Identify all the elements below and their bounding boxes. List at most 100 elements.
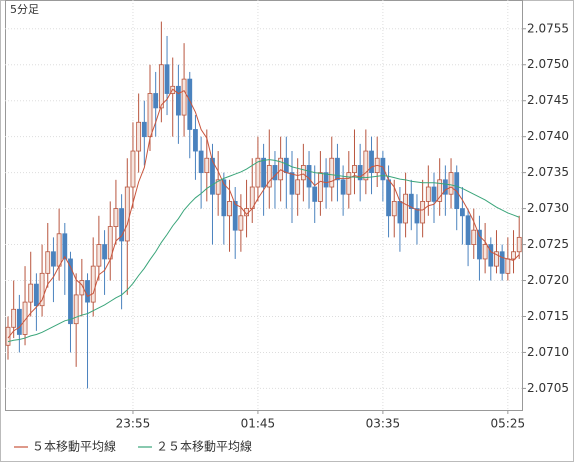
candle-body (56, 233, 62, 267)
candle-body (306, 165, 312, 188)
candle-body (136, 121, 142, 152)
candle-body (420, 201, 426, 224)
candle-body (300, 165, 306, 181)
y-tick-label: 2.0705 (527, 381, 569, 395)
candle-body (255, 157, 261, 188)
candle-body (442, 179, 448, 195)
candle-body (448, 172, 454, 195)
candle-body (425, 186, 431, 202)
candle-body (181, 78, 187, 116)
candle-body (68, 258, 73, 325)
candle-body (369, 150, 374, 174)
candle-body (346, 172, 352, 195)
candle-body (79, 280, 85, 296)
candle-body (283, 157, 289, 174)
candle-body (459, 208, 465, 217)
x-tick-label: 05:25 (491, 417, 526, 431)
y-tick-label: 2.0755 (527, 21, 569, 35)
candle-body (505, 258, 511, 274)
x-tick-label: 03:35 (366, 417, 401, 431)
candle-body (45, 251, 51, 274)
candle-body (335, 157, 340, 181)
candle-body (516, 236, 522, 253)
x-tick-label: 01:45 (241, 417, 276, 431)
candle-body (175, 85, 181, 116)
candle-body (431, 186, 437, 202)
candle-body (153, 93, 159, 109)
candle-body (102, 244, 107, 260)
candle-body (39, 272, 45, 307)
candle-body (357, 165, 363, 181)
candle-body (295, 179, 301, 195)
legend-label: ２５本移動平均線 (156, 439, 252, 454)
y-tick-label: 2.0715 (527, 309, 569, 323)
candle-body (164, 64, 170, 94)
candle-body (391, 201, 397, 217)
candle-body (454, 172, 460, 209)
candle-body (278, 157, 284, 181)
candle-body (317, 172, 323, 202)
candle-body (227, 201, 232, 217)
candle-body (261, 157, 267, 188)
candle-body (204, 157, 210, 174)
ma-line (7, 88, 520, 339)
candle-body (465, 215, 471, 245)
chart-title: 5分足 (10, 3, 39, 16)
y-tick-label: 2.0740 (527, 129, 569, 143)
candle-body (11, 308, 17, 328)
candle-body (198, 150, 204, 174)
candle-body (352, 165, 357, 174)
candle-body (210, 157, 215, 195)
candle-body (408, 193, 414, 209)
candle-body (397, 201, 403, 224)
candle-body (488, 244, 494, 267)
candle-body (232, 201, 238, 231)
candle-body (221, 179, 227, 217)
candle-body (312, 186, 318, 202)
candle-body (363, 150, 369, 181)
candle-body (386, 179, 391, 217)
candle-body (73, 294, 79, 325)
y-tick-label: 2.0735 (527, 165, 569, 179)
x-tick-label: 23:55 (116, 417, 151, 431)
y-tick-label: 2.0710 (527, 345, 569, 359)
candle-body (90, 265, 96, 303)
candle-body (62, 233, 68, 260)
candle-body (494, 251, 499, 267)
candle-body (403, 193, 409, 224)
candle-body (193, 129, 198, 152)
candle-body (51, 251, 56, 267)
candle-body (323, 172, 329, 188)
candle-body (329, 157, 335, 188)
candle-body (130, 150, 136, 188)
ma-line (7, 159, 520, 343)
candle-body (34, 283, 39, 307)
candle-body (414, 208, 420, 224)
candle-body (477, 229, 482, 260)
candle-body (437, 179, 443, 202)
legend-label: ５本移動平均線 (32, 439, 116, 454)
candle-body (289, 172, 295, 195)
candle-body (380, 157, 386, 181)
candle-body (141, 121, 147, 138)
candle-body (238, 215, 244, 231)
y-tick-label: 2.0750 (527, 57, 569, 71)
candle-body (124, 186, 130, 242)
candle-body (28, 283, 34, 303)
candle-body (85, 280, 90, 303)
y-tick-label: 2.0725 (527, 237, 569, 251)
candle-body (113, 208, 119, 227)
candle-body (147, 93, 153, 138)
candle-body (471, 229, 477, 245)
y-tick-label: 2.0720 (527, 273, 569, 287)
candle-body (340, 179, 346, 195)
y-tick-label: 2.0745 (527, 93, 569, 107)
candle-body (158, 64, 164, 109)
candle-body (16, 308, 22, 335)
candle-body (96, 244, 102, 267)
candle-body (511, 251, 516, 260)
y-tick-label: 2.0730 (527, 201, 569, 215)
candle-body (266, 165, 272, 188)
candle-body (272, 165, 278, 181)
